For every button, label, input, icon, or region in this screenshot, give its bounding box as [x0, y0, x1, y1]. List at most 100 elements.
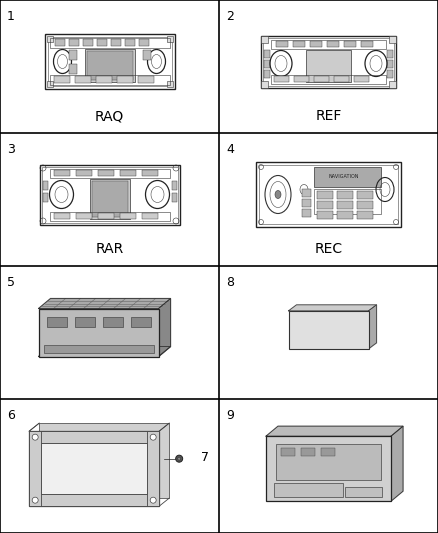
Bar	[49, 38, 170, 48]
Text: 9: 9	[226, 409, 234, 422]
Bar	[321, 448, 335, 456]
Bar	[256, 162, 401, 227]
Bar	[264, 60, 270, 68]
Bar	[172, 181, 177, 190]
Bar	[39, 423, 169, 498]
Bar	[141, 169, 158, 175]
Bar	[42, 166, 177, 222]
Bar	[387, 50, 393, 58]
Bar	[294, 76, 309, 82]
Text: 4: 4	[226, 143, 234, 156]
Bar	[337, 211, 353, 219]
Bar	[289, 311, 368, 349]
Bar	[53, 213, 70, 219]
Bar	[46, 317, 67, 327]
Bar	[345, 487, 382, 497]
Bar	[29, 431, 159, 506]
Bar	[54, 39, 64, 46]
Text: 2: 2	[226, 10, 234, 23]
Ellipse shape	[178, 457, 180, 460]
Bar	[42, 181, 47, 190]
Bar	[68, 50, 77, 60]
Ellipse shape	[275, 190, 281, 198]
Bar	[131, 317, 151, 327]
Ellipse shape	[32, 434, 38, 440]
Bar	[96, 39, 106, 46]
Text: RAQ: RAQ	[95, 109, 124, 123]
Bar	[75, 213, 92, 219]
Bar	[47, 37, 172, 86]
Bar	[357, 191, 373, 199]
Bar	[261, 80, 268, 87]
Bar	[138, 39, 148, 46]
Bar	[317, 191, 333, 199]
Bar	[98, 169, 113, 175]
Polygon shape	[39, 298, 170, 309]
Bar	[314, 76, 329, 82]
Bar	[166, 81, 173, 87]
Bar	[110, 39, 120, 46]
Bar	[337, 201, 353, 209]
Bar	[314, 167, 381, 187]
Bar	[39, 309, 159, 357]
Bar	[49, 75, 170, 85]
Ellipse shape	[176, 455, 183, 462]
Text: 1: 1	[7, 10, 15, 23]
Bar	[41, 443, 147, 494]
Text: 6: 6	[7, 409, 15, 422]
Bar	[276, 41, 288, 46]
Bar	[389, 36, 396, 43]
Bar	[29, 431, 159, 443]
Bar	[39, 165, 180, 224]
Bar	[387, 60, 393, 68]
Bar	[102, 317, 123, 327]
Text: 8: 8	[226, 276, 234, 289]
Bar	[46, 81, 53, 87]
Bar	[74, 317, 95, 327]
Bar	[74, 76, 91, 83]
Bar	[301, 448, 315, 456]
Bar	[82, 39, 92, 46]
Bar	[263, 37, 394, 85]
Bar	[49, 168, 170, 177]
Bar	[357, 201, 373, 209]
Bar	[274, 483, 343, 497]
Bar	[89, 179, 130, 219]
Bar	[98, 213, 113, 219]
Bar	[46, 36, 53, 42]
Text: 5: 5	[7, 276, 15, 289]
Bar	[53, 169, 70, 175]
Text: 3: 3	[7, 143, 15, 156]
Bar	[138, 76, 153, 83]
Ellipse shape	[150, 434, 156, 440]
Bar	[142, 50, 151, 60]
Text: REC: REC	[314, 242, 343, 256]
Bar	[92, 181, 127, 216]
Bar	[86, 51, 133, 80]
Polygon shape	[266, 426, 403, 436]
Bar	[293, 41, 305, 46]
Bar	[354, 76, 369, 82]
Text: REF: REF	[315, 109, 342, 123]
Bar	[29, 494, 159, 506]
Bar	[68, 39, 78, 46]
Polygon shape	[368, 305, 377, 349]
Bar	[271, 75, 386, 84]
Polygon shape	[159, 298, 170, 357]
Text: 7: 7	[201, 451, 209, 464]
Bar	[306, 50, 351, 82]
Bar	[281, 448, 295, 456]
Bar	[337, 191, 353, 199]
Bar	[49, 212, 170, 221]
Bar	[95, 76, 112, 83]
Bar	[357, 211, 373, 219]
Text: NAVIGATION: NAVIGATION	[329, 174, 359, 180]
Bar	[361, 41, 373, 46]
Bar	[302, 209, 311, 217]
Bar	[43, 344, 154, 352]
Bar	[387, 69, 393, 77]
Bar	[274, 76, 289, 82]
Bar	[259, 165, 398, 224]
Bar	[271, 39, 386, 49]
Bar	[29, 431, 41, 506]
